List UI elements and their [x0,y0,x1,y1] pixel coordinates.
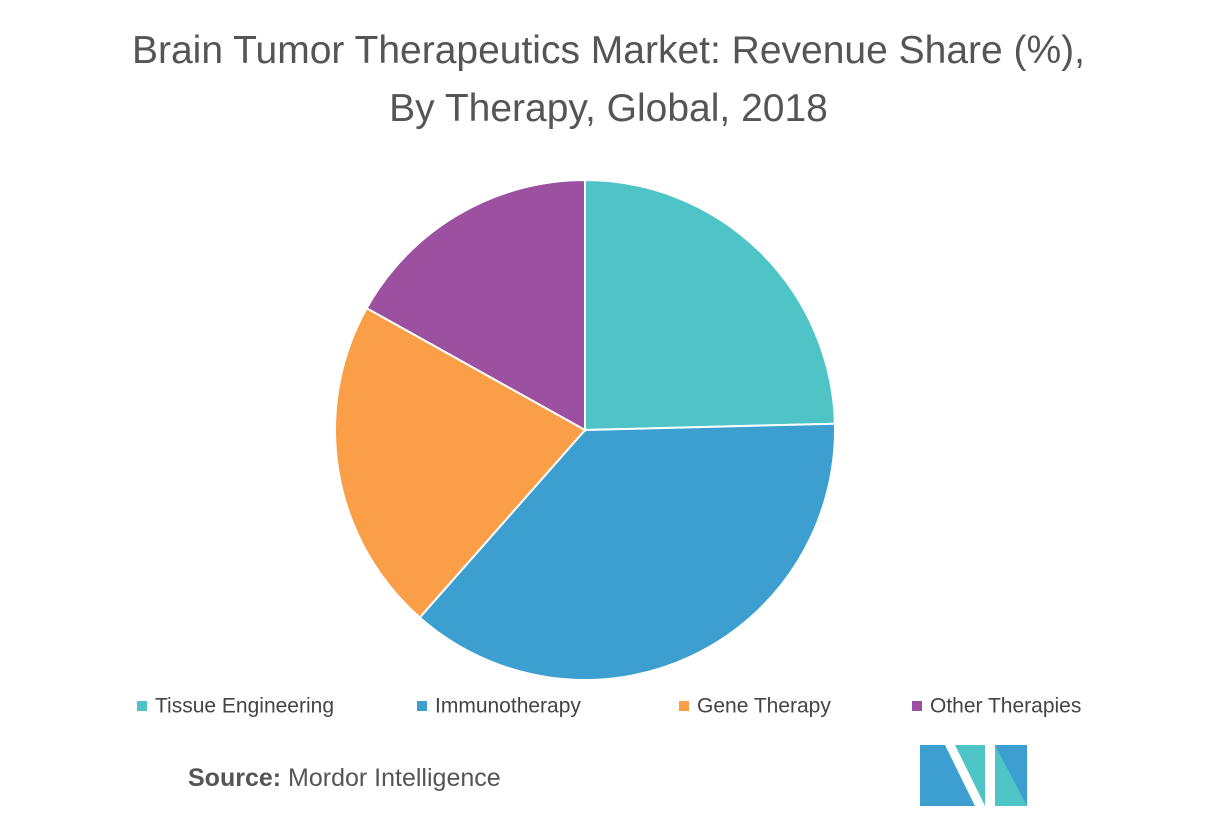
legend-swatch [679,701,689,711]
legend-label: Tissue Engineering [155,695,334,718]
logo [920,745,1027,806]
source: Source: Mordor Intelligence [188,764,501,793]
legend-label: Immunotherapy [435,695,581,718]
source-text: Mordor Intelligence [288,764,501,792]
pie-slice [584,178,836,432]
legend-swatch [137,701,147,711]
legend-swatch [912,701,922,711]
legend-swatch [417,701,427,711]
source-label: Source: [188,764,282,792]
pie-slice [365,178,586,432]
chart-title: Brain Tumor Therapeutics Market: Revenue… [131,29,1086,130]
pie-slice [418,422,836,681]
legend-label: Gene Therapy [697,695,831,718]
pie-slice [334,306,587,619]
legend-label: Other Therapies [930,695,1081,718]
